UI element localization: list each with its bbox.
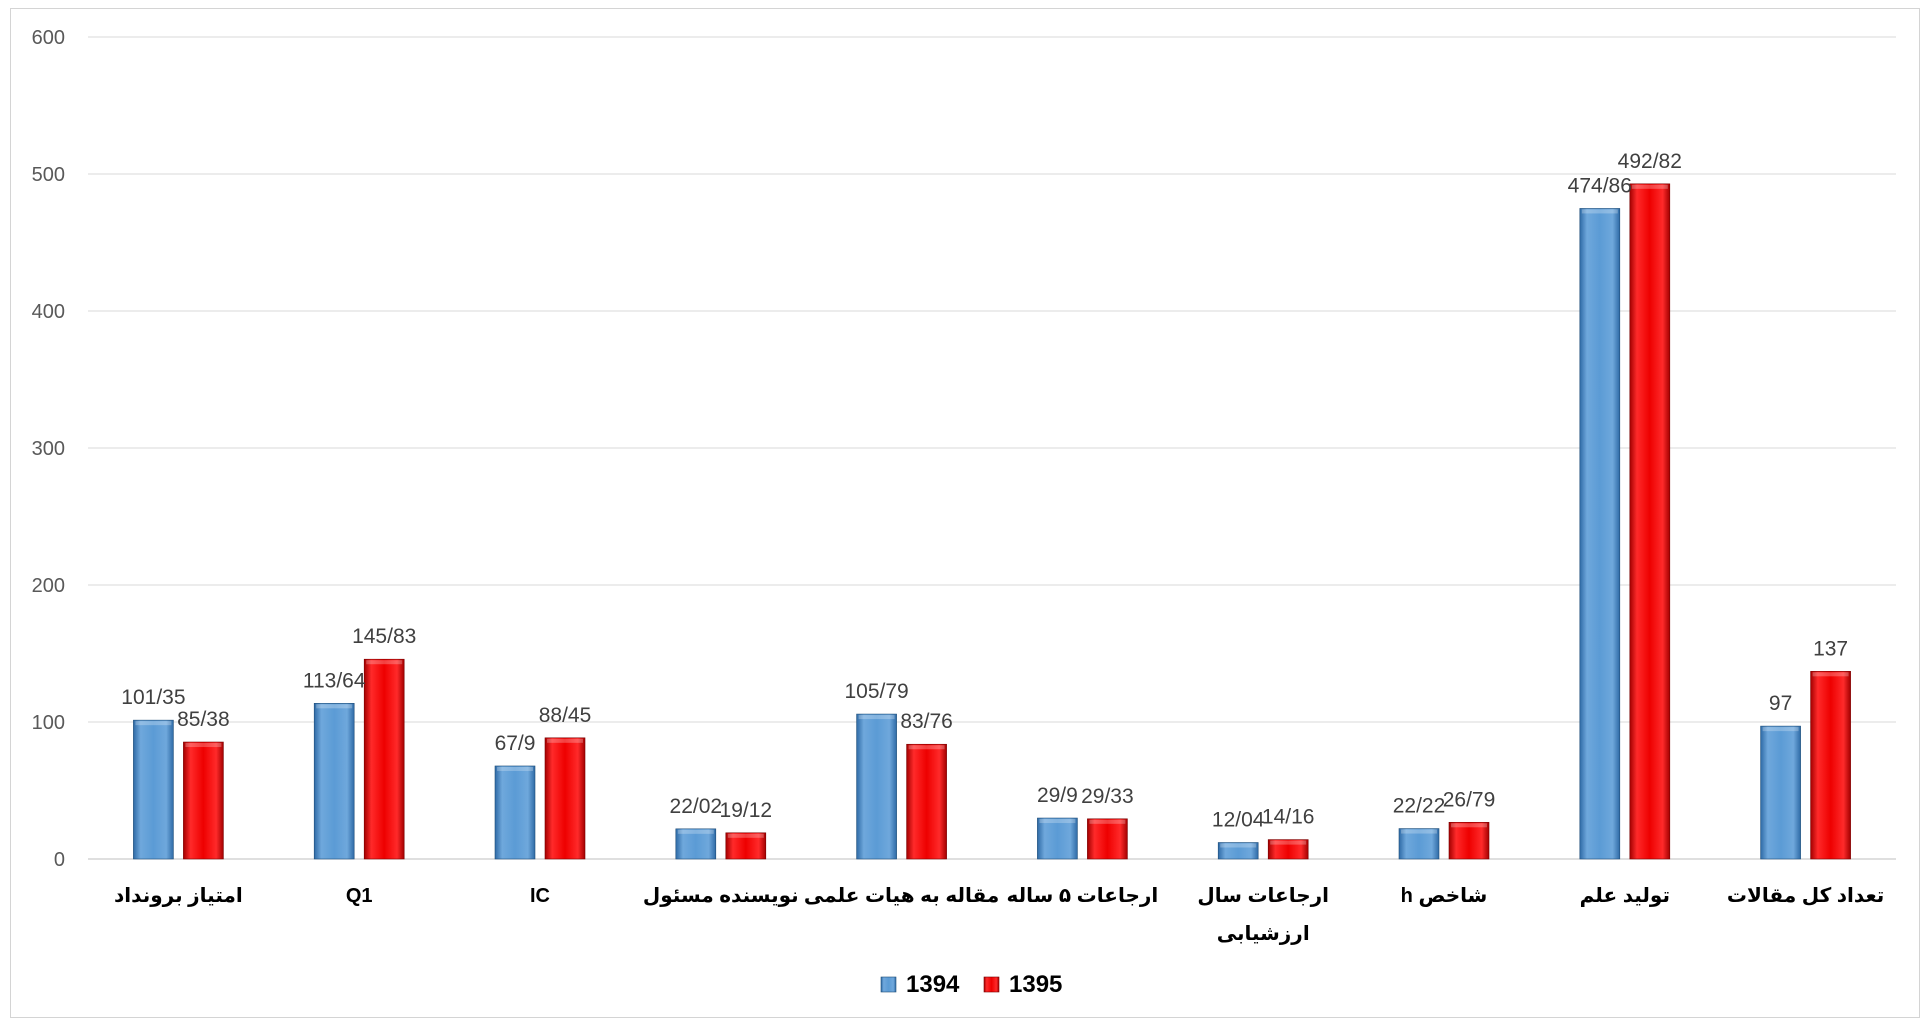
bar-bevel-1394-1 [316, 704, 353, 709]
bar-bevel-1395-0 [185, 743, 222, 748]
legend-swatch-1394 [880, 976, 897, 993]
data-label: 22/22 [1393, 795, 1446, 818]
data-label: 137 [1813, 637, 1848, 660]
data-label: 145/83 [352, 625, 416, 648]
x-tick-label: شاخص h [1401, 885, 1488, 907]
bar-1395-9 [1810, 671, 1851, 860]
legend-label: 1395 [1009, 971, 1062, 998]
bar-bevel-1394-2 [497, 766, 533, 771]
x-tick-label: تولید علم [1580, 885, 1670, 907]
y-tick-label: 0 [54, 849, 65, 871]
data-label: 12/04 [1212, 809, 1265, 832]
x-tick-label: مقاله به هیات علمی [804, 885, 999, 907]
data-label: 105/79 [844, 680, 908, 703]
data-label: 19/12 [720, 799, 773, 822]
y-tick-label: 100 [32, 712, 65, 734]
bar-bevel-1394-7 [1401, 829, 1437, 834]
bar-1394-2 [494, 765, 536, 860]
bar-1395-3 [725, 832, 767, 860]
bar-bevel-1395-7 [1451, 823, 1487, 828]
data-label: 14/16 [1262, 806, 1315, 829]
y-tick-label: 300 [32, 438, 65, 460]
data-label: 113/64 [303, 669, 366, 692]
bar-1394-0 [133, 719, 174, 860]
chart-frame: 0 100 200 300 400 500 600 101/35 85/38 113/64 145… [10, 8, 1920, 1018]
y-tick-label: 600 [32, 27, 65, 49]
x-tick-label-line: IC [530, 885, 550, 907]
bar-bevel-1395-6 [1270, 840, 1307, 845]
x-tick-label: امتیاز برونداد [114, 885, 243, 907]
bar-1394-8 [1579, 208, 1621, 860]
legend-swatch-1395 [983, 976, 1000, 993]
bar-1395-0 [183, 741, 224, 860]
legend: 1394 1395 [880, 971, 1062, 998]
data-label: 29/9 [1037, 784, 1078, 807]
bar-1395-5 [1087, 818, 1128, 860]
bar-1395-1 [363, 658, 405, 860]
bar-bevel-1395-3 [727, 833, 764, 838]
x-tick-label: Q1 [346, 885, 373, 907]
y-tick-label: 400 [32, 301, 65, 323]
bar-bevel-1395-5 [1089, 819, 1126, 824]
data-label: 97 [1769, 692, 1792, 715]
bar-bevel-1394-3 [677, 829, 714, 834]
bar-bevel-1394-5 [1039, 819, 1076, 824]
bar-bevel-1394-4 [858, 715, 895, 720]
bar-bevel-1394-8 [1581, 209, 1618, 214]
bar-1394-6 [1217, 842, 1259, 860]
bar-1395-8 [1629, 183, 1671, 860]
x-tick-label-line: تعداد کل مقالات [1727, 885, 1884, 907]
y-tick-label: 200 [32, 575, 65, 597]
bar-bevel-1394-0 [135, 721, 172, 726]
bar-1394-4 [856, 713, 897, 860]
bar-1394-3 [675, 828, 717, 860]
bar-1395-4 [906, 743, 947, 860]
bar-1394-7 [1398, 828, 1440, 860]
x-tick-label: ارجاعات ۵ ساله [1007, 885, 1159, 907]
x-tick-label-line: امتیاز برونداد [114, 885, 243, 907]
bar-1395-2 [544, 737, 586, 860]
x-tick-label: تعداد کل مقالات [1727, 885, 1884, 907]
x-axis: امتیاز برونداد Q1 IC نویسنده مسئول مقاله به … [114, 885, 1884, 945]
x-tick-label-line: ارجاعات ۵ ساله [1007, 885, 1159, 907]
x-tick-label-line: شاخص h [1401, 885, 1488, 907]
bar-bevel-1395-9 [1812, 672, 1849, 677]
x-tick-label-line: ارزشیابی [1217, 923, 1310, 945]
data-label: 88/45 [539, 704, 592, 727]
data-label: 26/79 [1443, 788, 1496, 811]
bar-1395-6 [1267, 839, 1309, 860]
y-axis: 0 100 200 300 400 500 600 [32, 27, 65, 871]
x-tick-label-line: تولید علم [1580, 885, 1670, 907]
data-label: 22/02 [670, 795, 723, 818]
x-tick-label: ارجاعات سال ارزشیابی [1197, 885, 1329, 945]
x-tick-label-line: Q1 [346, 885, 373, 907]
bar-1394-1 [313, 703, 355, 860]
bar-1394-5 [1037, 817, 1078, 860]
x-tick-label: IC [530, 885, 550, 907]
x-tick-label-line: ارجاعات سال [1197, 885, 1329, 907]
data-label: 85/38 [177, 708, 230, 731]
bar-1395-7 [1448, 821, 1490, 860]
data-label: 474/86 [1568, 174, 1632, 197]
x-tick-label-line: نویسنده مسئول [643, 885, 799, 907]
x-tick-label-line: مقاله به هیات علمی [804, 885, 999, 907]
bars [133, 183, 1851, 860]
bar-bevel-1394-9 [1762, 727, 1799, 732]
bar-1394-9 [1760, 725, 1801, 860]
bar-bevel-1395-8 [1631, 184, 1668, 189]
data-label: 29/33 [1081, 785, 1134, 808]
data-label: 67/9 [495, 732, 536, 755]
y-tick-label: 500 [32, 164, 65, 186]
data-label: 83/76 [900, 710, 953, 733]
bar-bevel-1395-1 [366, 660, 403, 665]
x-tick-label: نویسنده مسئول [643, 885, 799, 907]
bar-bevel-1394-6 [1220, 843, 1257, 848]
bar-bevel-1395-2 [547, 738, 583, 743]
bar-bevel-1395-4 [908, 745, 945, 750]
data-label: 101/35 [121, 686, 185, 709]
legend-label: 1394 [906, 971, 960, 998]
data-label: 492/82 [1618, 150, 1682, 173]
